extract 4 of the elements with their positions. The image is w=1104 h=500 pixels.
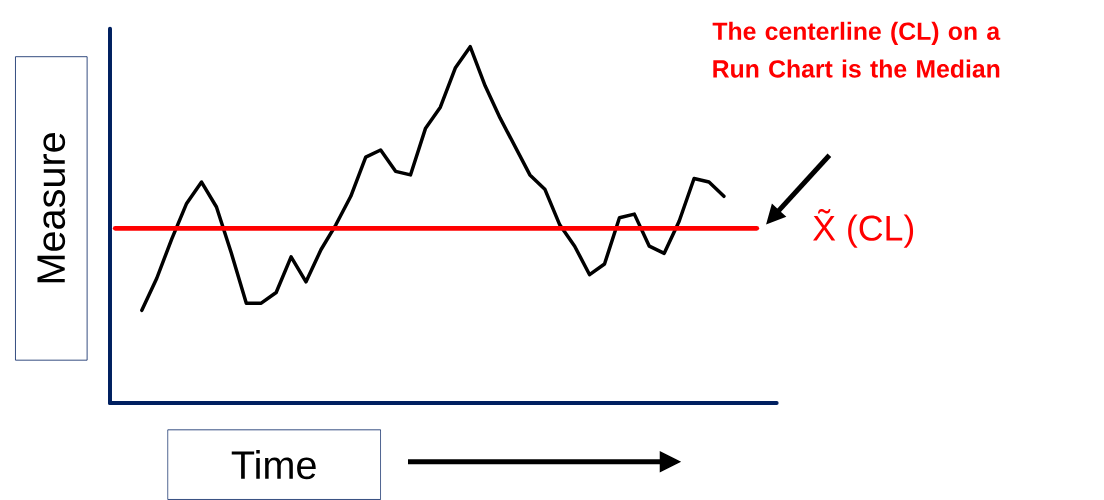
y-axis-title: Measure xyxy=(37,133,66,283)
ref-line-label: X̃ (CL) xyxy=(813,208,914,248)
x-axis-title: Time xyxy=(231,450,316,480)
annotation: The centerline (CL) on a Run Chart is the Median xyxy=(712,21,1001,78)
